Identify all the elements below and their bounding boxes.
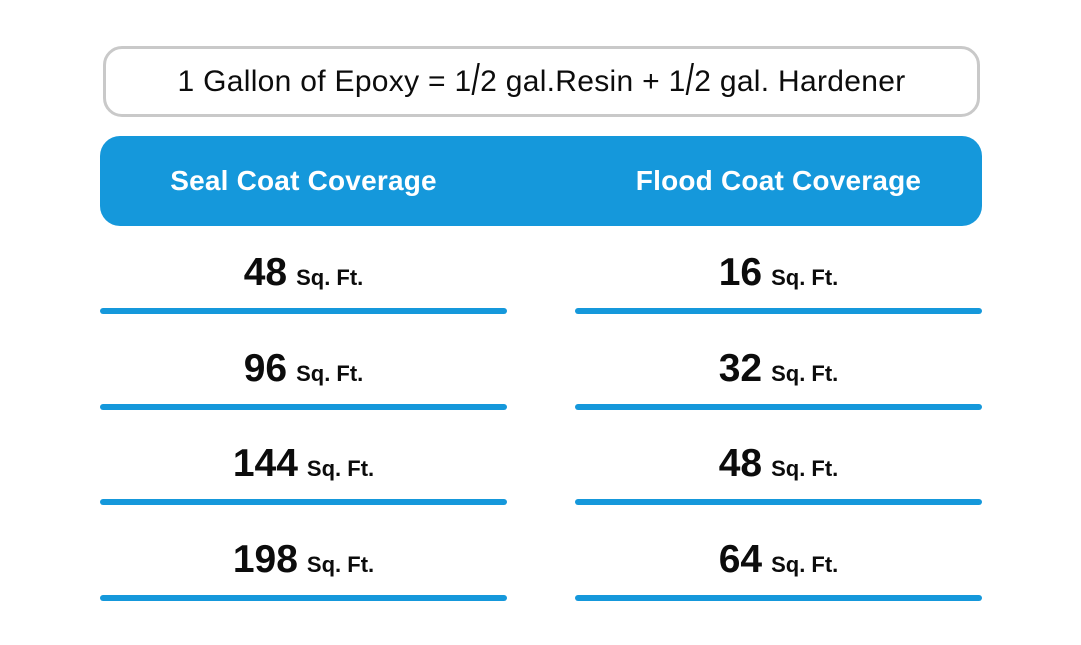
seal-coverage-cell: 96 Sq. Ft.	[100, 336, 507, 432]
coverage-number: 144	[232, 442, 298, 486]
column-gap	[507, 136, 575, 226]
coverage-row: 48 Sq. Ft. 16 Sq. Ft.	[100, 240, 982, 336]
coverage-value: 48 Sq. Ft.	[244, 251, 364, 295]
flood-coverage-cell: 64 Sq. Ft.	[575, 527, 982, 623]
coverage-table-header: Seal Coat Coverage Flood Coat Coverage	[100, 136, 982, 226]
seal-coverage-cell: 144 Sq. Ft.	[100, 431, 507, 527]
seal-coat-header-cell: Seal Coat Coverage	[100, 136, 507, 226]
divider-line	[575, 308, 982, 314]
flood-coat-header-label: Flood Coat Coverage	[635, 165, 922, 196]
coverage-value: 32 Sq. Ft.	[719, 347, 839, 391]
divider-line	[575, 499, 982, 506]
coverage-number: 32	[718, 346, 763, 390]
coverage-unit: Sq. Ft.	[771, 360, 839, 386]
column-gap	[507, 240, 575, 336]
coverage-row: 144 Sq. Ft. 48 Sq. Ft.	[100, 431, 982, 527]
coverage-value: 48 Sq. Ft.	[719, 442, 839, 486]
coverage-number: 16	[718, 251, 763, 294]
coverage-row: 198 Sq. Ft. 64 Sq. Ft.	[100, 527, 982, 623]
coverage-row: 96 Sq. Ft. 32 Sq. Ft.	[100, 336, 982, 432]
epoxy-formula-text: 1 Gallon of Epoxy = 1/2 gal.Resin + 1/2 …	[177, 56, 906, 104]
seal-coverage-cell: 198 Sq. Ft.	[100, 527, 507, 623]
coverage-unit: Sq. Ft.	[296, 360, 364, 386]
coverage-table-body: 48 Sq. Ft. 16 Sq. Ft. 96 Sq. Ft.	[100, 240, 982, 623]
flood-coverage-cell: 16 Sq. Ft.	[575, 240, 982, 336]
epoxy-formula-banner: 1 Gallon of Epoxy = 1/2 gal.Resin + 1/2 …	[103, 46, 980, 117]
coverage-number: 64	[718, 538, 763, 582]
coverage-number: 48	[243, 251, 288, 294]
coverage-number: 96	[243, 346, 288, 390]
seal-coat-header-label: Seal Coat Coverage	[170, 165, 437, 196]
divider-line	[100, 308, 507, 314]
column-gap	[507, 527, 575, 623]
flood-coat-header-cell: Flood Coat Coverage	[575, 136, 982, 226]
coverage-unit: Sq. Ft.	[771, 456, 839, 482]
coverage-value: 144 Sq. Ft.	[233, 442, 374, 486]
coverage-unit: Sq. Ft.	[306, 552, 375, 578]
divider-line	[575, 595, 982, 602]
coverage-value: 96 Sq. Ft.	[244, 347, 364, 391]
coverage-number: 48	[718, 442, 763, 486]
divider-line	[100, 403, 507, 410]
coverage-value: 64 Sq. Ft.	[719, 538, 839, 582]
divider-line	[575, 403, 982, 410]
flood-coverage-cell: 48 Sq. Ft.	[575, 431, 982, 527]
coverage-value: 16 Sq. Ft.	[719, 251, 839, 295]
column-gap	[507, 431, 575, 527]
coverage-number: 198	[232, 538, 298, 582]
coverage-unit: Sq. Ft.	[296, 265, 364, 290]
divider-line	[100, 595, 507, 602]
coverage-unit: Sq. Ft.	[771, 265, 839, 290]
flood-coverage-cell: 32 Sq. Ft.	[575, 336, 982, 432]
seal-coverage-cell: 48 Sq. Ft.	[100, 240, 507, 336]
column-gap	[507, 336, 575, 432]
coverage-unit: Sq. Ft.	[306, 456, 375, 482]
coverage-unit: Sq. Ft.	[771, 552, 839, 578]
divider-line	[100, 499, 507, 506]
coverage-value: 198 Sq. Ft.	[233, 538, 374, 582]
